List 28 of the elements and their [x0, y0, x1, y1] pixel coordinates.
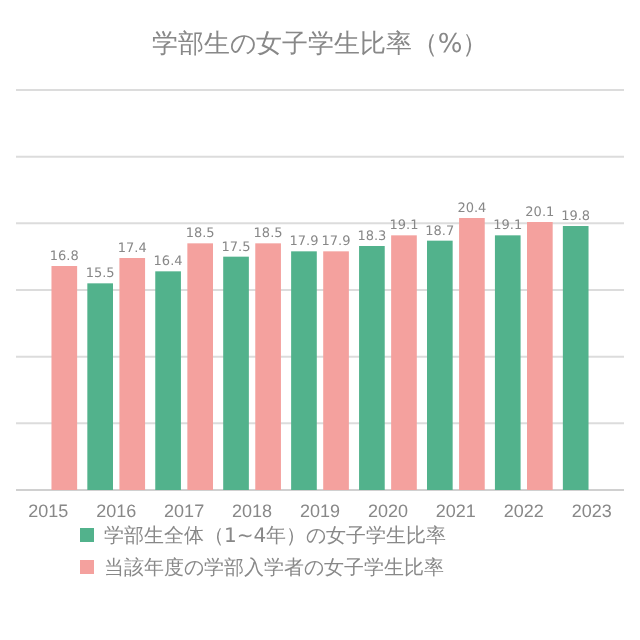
x-tick-label: 2020 [367, 500, 408, 521]
bar [359, 246, 385, 490]
x-tick-label: 2016 [96, 500, 137, 521]
x-tick-label: 2021 [435, 500, 476, 521]
bar [494, 235, 521, 490]
chart-title: 学部生の女子学生比率（%） [151, 28, 489, 60]
bar [527, 222, 553, 490]
legend-label: 当該年度の学部入学者の女子学生比率 [104, 556, 444, 580]
bar [223, 256, 249, 490]
legend-label: 学部生全体（1~4年）の女子学生比率 [104, 524, 447, 548]
x-tick-label: 2023 [571, 500, 612, 521]
bar [459, 218, 485, 490]
x-tick-label: 2015 [28, 500, 69, 521]
bar [119, 258, 146, 490]
bar [391, 235, 417, 490]
bar [187, 243, 214, 490]
bar [562, 226, 589, 490]
bar [426, 240, 453, 490]
bar [323, 251, 349, 490]
x-tick-label: 2017 [164, 500, 205, 521]
bar [87, 283, 113, 490]
bar [255, 243, 281, 490]
x-tick-label: 2019 [299, 500, 341, 521]
bar [155, 271, 181, 490]
x-tick-label: 2018 [232, 500, 273, 521]
bar [51, 266, 78, 490]
bar [291, 251, 317, 490]
x-tick-label: 2022 [503, 500, 544, 521]
